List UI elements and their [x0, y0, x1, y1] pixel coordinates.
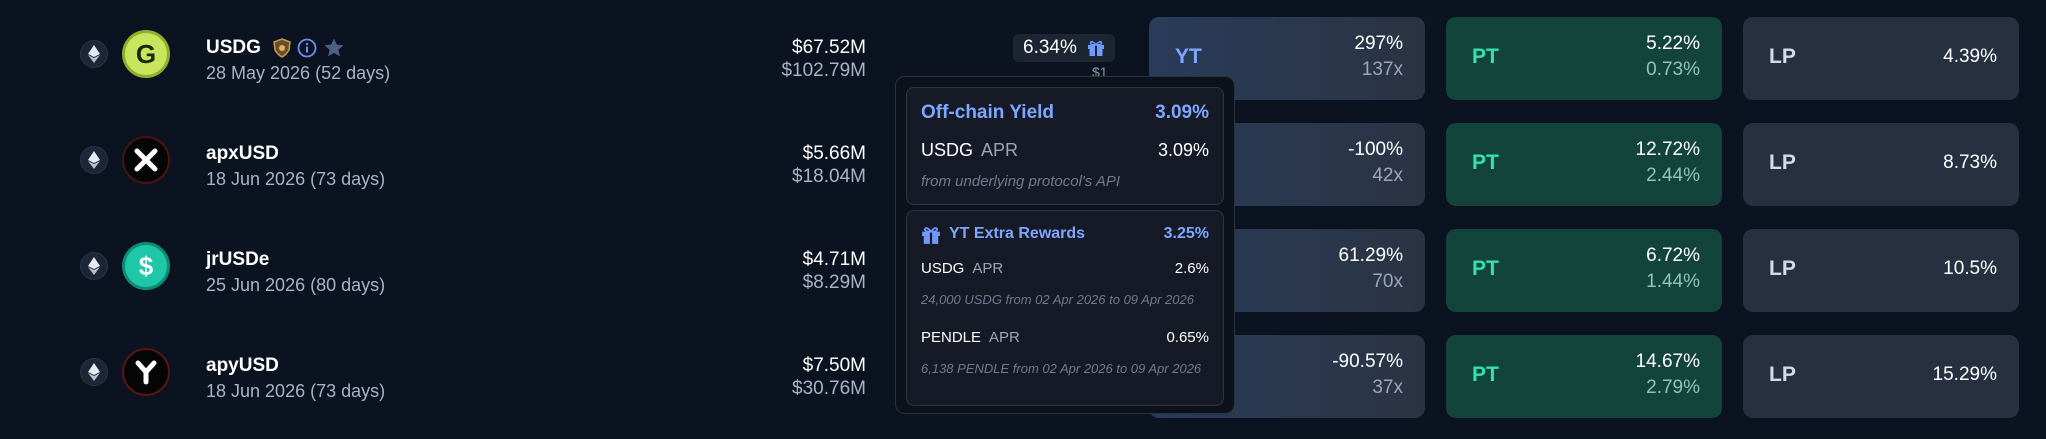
volume-value: $102.79M [781, 60, 866, 81]
yt-leverage: 70x [1372, 271, 1403, 292]
yt-apy: -100% [1348, 139, 1403, 160]
apy-breakdown-tooltip: Off-chain Yield 3.09% USDG APR 3.09% from… [895, 76, 1235, 414]
pt-fixed-apy: 6.72% [1646, 245, 1700, 266]
market-name[interactable]: apyUSD [206, 355, 279, 377]
pt-tag: PT [1472, 363, 1499, 386]
gift-icon [922, 227, 940, 244]
pt-tag: PT [1472, 257, 1499, 280]
volume-value: $30.76M [792, 378, 866, 399]
market-name[interactable]: USDG [206, 37, 345, 59]
gift-icon [1087, 40, 1104, 56]
reward-asset-label: PENDLE APR [921, 329, 1020, 346]
pt-card[interactable]: PT 12.72% 2.44% [1446, 123, 1722, 206]
lp-apy: 4.39% [1943, 46, 1997, 67]
yt-rewards-total: 3.25% [1163, 225, 1209, 242]
pt-card[interactable]: PT 6.72% 1.44% [1446, 229, 1722, 312]
market-name[interactable]: apxUSD [206, 143, 279, 165]
pt-discount: 1.44% [1646, 271, 1700, 292]
reward-apr-value: 0.65% [1166, 329, 1209, 346]
yt-tag: YT [1175, 45, 1202, 68]
reward-apr-label: APR [989, 329, 1020, 346]
pt-fixed-apy: 5.22% [1646, 33, 1700, 54]
reward-apr-value: 2.6% [1174, 260, 1209, 277]
liquidity-value: $5.66M [802, 143, 866, 164]
lp-apy: 15.29% [1932, 364, 1997, 385]
yt-apy: -90.57% [1332, 351, 1403, 372]
jrusde-logo: $ [122, 242, 170, 290]
pt-fixed-apy: 14.67% [1635, 351, 1700, 372]
yt-leverage: 137x [1361, 59, 1403, 80]
offchain-asset-label: USDG APR [921, 140, 1018, 161]
pt-fixed-apy: 12.72% [1635, 139, 1700, 160]
lp-tag: LP [1769, 363, 1796, 386]
market-name-text[interactable]: apxUSD [206, 143, 279, 164]
volume-value: $8.29M [802, 272, 866, 293]
volume-value: $18.04M [792, 166, 866, 187]
pt-tag: PT [1472, 45, 1499, 68]
reward-asset-label: USDG APR [921, 260, 1003, 277]
reward-asset: PENDLE [921, 329, 982, 346]
lp-card[interactable]: LP 4.39% [1743, 17, 2019, 100]
pt-card[interactable]: PT 14.67% 2.79% [1446, 335, 1722, 418]
reward-asset: USDG [921, 260, 965, 277]
maturity-date: 25 Jun 2026 (80 days) [206, 275, 386, 295]
lp-card[interactable]: LP 8.73% [1743, 123, 2019, 206]
lp-tag: LP [1769, 151, 1796, 174]
lp-apy: 8.73% [1943, 152, 1997, 173]
yt-extra-rewards-box: YT Extra Rewards 3.25% USDG APR 2.6% 24,0… [906, 210, 1224, 406]
ethereum-icon [80, 358, 108, 386]
lp-apy: 10.5% [1943, 258, 1997, 279]
market-name-text[interactable]: jrUSDe [206, 249, 270, 270]
liquidity-value: $4.71M [802, 249, 866, 270]
yt-leverage: 42x [1372, 165, 1403, 186]
pt-card[interactable]: PT 5.22% 0.73% [1446, 17, 1722, 100]
lp-tag: LP [1769, 45, 1796, 68]
maturity-date: 28 May 2026 (52 days) [206, 63, 391, 83]
reward-note: 24,000 USDG from 02 Apr 2026 to 09 Apr 2… [921, 292, 1194, 307]
pt-discount: 0.73% [1646, 59, 1700, 80]
yt-apy: 61.29% [1338, 245, 1403, 266]
lp-tag: LP [1769, 257, 1796, 280]
market-name[interactable]: jrUSDe [206, 249, 269, 271]
offchain-yield-box: Off-chain Yield 3.09% USDG APR 3.09% from… [906, 87, 1224, 205]
info-icon[interactable] [297, 38, 317, 58]
maturity-date: 18 Jun 2026 (73 days) [206, 169, 386, 189]
apyusd-logo [122, 348, 170, 396]
shield-icon [273, 38, 291, 58]
liquidity-value: $67.52M [792, 37, 866, 58]
offchain-apr-label: APR [981, 140, 1019, 160]
reward-note: 6,138 PENDLE from 02 Apr 2026 to 09 Apr … [921, 361, 1202, 376]
maturity-date: 18 Jun 2026 (73 days) [206, 381, 386, 401]
pt-discount: 2.44% [1646, 165, 1700, 186]
star-icon[interactable] [323, 37, 345, 59]
yt-apy: 297% [1354, 33, 1403, 54]
usdg-logo: G [122, 30, 170, 78]
ethereum-icon [80, 146, 108, 174]
pt-discount: 2.79% [1646, 377, 1700, 398]
implied-apy-chip[interactable]: 6.34% [1013, 34, 1115, 62]
lp-card[interactable]: LP 15.29% [1743, 335, 2019, 418]
offchain-yield-title: Off-chain Yield [921, 102, 1055, 123]
market-name-text[interactable]: apyUSD [206, 355, 279, 376]
ethereum-icon [80, 252, 108, 280]
lp-card[interactable]: LP 10.5% [1743, 229, 2019, 312]
ethereum-icon [80, 40, 108, 68]
offchain-note: from underlying protocol's API [921, 173, 1121, 190]
offchain-asset: USDG [921, 140, 974, 160]
reward-apr-label: APR [972, 260, 1004, 277]
yt-leverage: 37x [1372, 377, 1403, 398]
offchain-yield-total: 3.09% [1155, 102, 1209, 123]
implied-apy-value: 6.34% [1023, 37, 1077, 58]
yt-rewards-title: YT Extra Rewards [949, 225, 1086, 242]
market-name-text[interactable]: USDG [206, 37, 261, 58]
liquidity-value: $7.50M [802, 355, 866, 376]
apxusd-logo [122, 136, 170, 184]
offchain-apr-value: 3.09% [1157, 140, 1209, 160]
market-row-usdg[interactable]: G USDG 28 May 2026 (52 days) $67.52M $10… [0, 0, 2046, 106]
pt-tag: PT [1472, 151, 1499, 174]
